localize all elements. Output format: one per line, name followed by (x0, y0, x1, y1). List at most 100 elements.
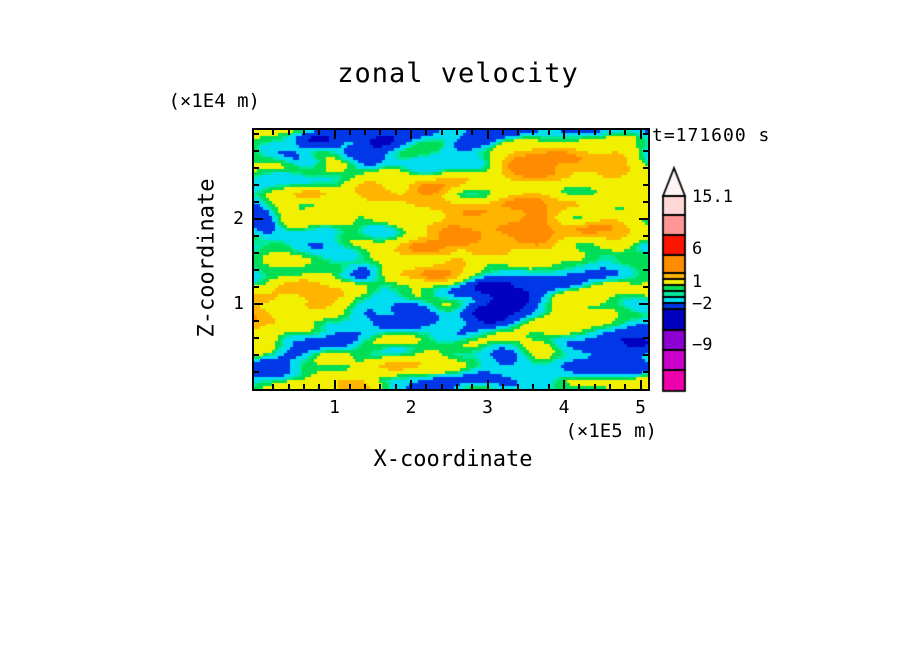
tick-mark (578, 384, 580, 389)
contour-field-canvas (254, 130, 648, 389)
tick-mark (254, 303, 263, 305)
time-label: t=171600 s (652, 125, 771, 146)
tick-mark (254, 337, 259, 339)
tick-mark (395, 384, 397, 389)
tick-mark (639, 303, 648, 305)
tick-mark (624, 384, 626, 389)
tick-mark (594, 384, 596, 389)
tick-mark (502, 384, 504, 389)
plot-area (252, 128, 650, 391)
tick-mark (364, 130, 366, 135)
tick-mark (425, 130, 427, 135)
x-tick-label: 5 (635, 397, 646, 418)
tick-mark (643, 371, 648, 373)
tick-mark (532, 384, 534, 389)
tick-mark (643, 337, 648, 339)
tick-mark (441, 130, 443, 135)
tick-mark (288, 130, 290, 135)
x-axis-units-label: (×1E5 m) (565, 420, 657, 442)
tick-mark (254, 167, 259, 169)
tick-mark (425, 384, 427, 389)
tick-mark (643, 184, 648, 186)
tick-mark (254, 371, 259, 373)
tick-mark (487, 130, 489, 139)
tick-mark (318, 130, 320, 135)
tick-mark (643, 150, 648, 152)
tick-mark (624, 130, 626, 135)
tick-mark (643, 354, 648, 356)
tick-mark (609, 384, 611, 389)
tick-mark (548, 130, 550, 135)
tick-mark (643, 133, 648, 135)
tick-mark (643, 167, 648, 169)
tick-mark (563, 380, 565, 389)
y-tick-label: 2 (233, 208, 244, 229)
tick-mark (594, 130, 596, 135)
tick-mark (303, 130, 305, 135)
tick-mark (254, 320, 259, 322)
tick-mark (254, 286, 259, 288)
ticks-layer (254, 130, 648, 389)
tick-mark (643, 252, 648, 254)
tick-mark (487, 380, 489, 389)
tick-mark (471, 130, 473, 135)
tick-mark (640, 380, 642, 389)
tick-mark (609, 130, 611, 135)
x-tick-label: 2 (405, 397, 417, 418)
tick-mark (643, 320, 648, 322)
tick-mark (254, 235, 259, 237)
tick-mark (334, 130, 336, 139)
tick-mark (643, 235, 648, 237)
tick-mark (254, 150, 259, 152)
tick-mark (643, 269, 648, 271)
x-tick-label: 3 (482, 397, 493, 418)
tick-mark (578, 130, 580, 135)
tick-mark (471, 384, 473, 389)
tick-mark (548, 384, 550, 389)
colorbar-label: −9 (692, 335, 713, 355)
tick-mark (639, 218, 648, 220)
x-tick-label: 1 (329, 397, 340, 418)
tick-mark (379, 384, 381, 389)
colorbar-label: 6 (692, 239, 703, 259)
tick-mark (441, 384, 443, 389)
tick-mark (643, 201, 648, 203)
tick-mark (517, 130, 519, 135)
y-tick-label: 1 (233, 293, 244, 314)
tick-mark (288, 384, 290, 389)
colorbar: 15.1 6 1 −2 −9 (660, 160, 780, 400)
tick-mark (272, 384, 274, 389)
x-axis-label: X-coordinate (373, 447, 533, 472)
tick-mark (640, 130, 642, 139)
tick-mark (395, 130, 397, 135)
tick-mark (318, 384, 320, 389)
colorbar-label: 1 (692, 272, 703, 292)
tick-mark (254, 252, 259, 254)
tick-mark (349, 130, 351, 135)
tick-mark (643, 286, 648, 288)
tick-mark (410, 380, 412, 389)
colorbar-label: 15.1 (692, 187, 733, 207)
tick-mark (254, 184, 259, 186)
tick-mark (254, 218, 263, 220)
tick-mark (254, 201, 259, 203)
tick-mark (456, 384, 458, 389)
tick-mark (364, 384, 366, 389)
tick-mark (303, 384, 305, 389)
tick-mark (456, 130, 458, 135)
colorbar-canvas (660, 160, 690, 400)
colorbar-label: −2 (692, 294, 713, 314)
tick-mark (517, 384, 519, 389)
colorbar-labels: 15.1 6 1 −2 −9 (692, 160, 772, 400)
tick-mark (349, 384, 351, 389)
tick-mark (379, 130, 381, 135)
tick-mark (410, 130, 412, 139)
x-tick-label: 4 (558, 397, 570, 418)
y-axis-units-label: (×1E4 m) (168, 90, 260, 112)
tick-mark (532, 130, 534, 135)
tick-mark (254, 354, 259, 356)
tick-mark (272, 130, 274, 135)
chart-title: zonal velocity (337, 58, 579, 89)
tick-mark (563, 130, 565, 139)
